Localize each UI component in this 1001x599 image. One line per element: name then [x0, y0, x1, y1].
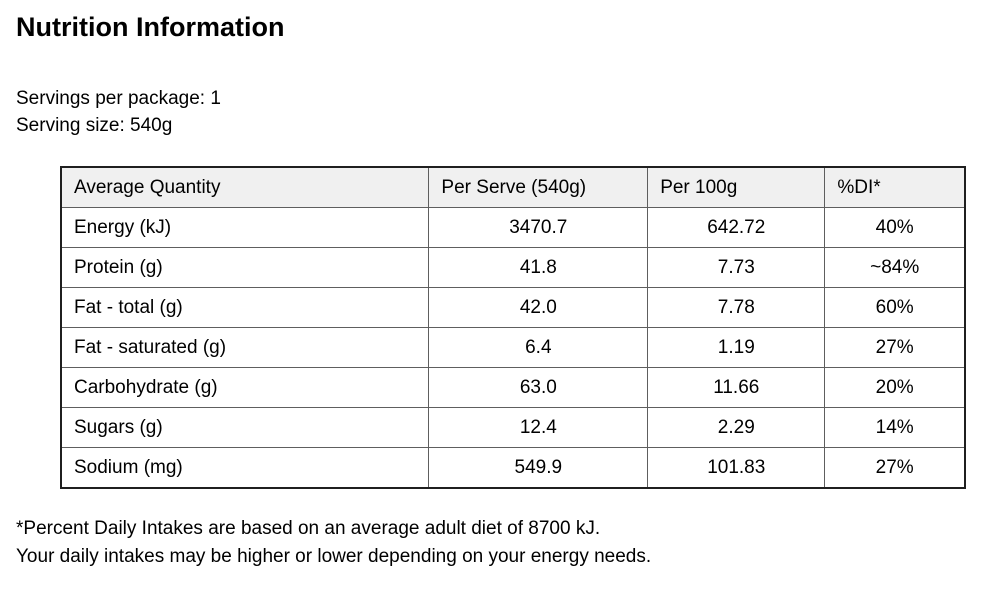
- nutrient-name: Fat - total (g): [60, 287, 430, 329]
- di-value: 20%: [824, 367, 966, 409]
- footnote: *Percent Daily Intakes are based on an a…: [16, 515, 985, 571]
- di-value: ~84%: [824, 247, 966, 289]
- per-serve-value: 63.0: [428, 367, 649, 409]
- per-100g-value: 7.78: [647, 287, 826, 329]
- per-100g-value: 1.19: [647, 327, 826, 369]
- serving-info: Servings per package: 1 Serving size: 54…: [16, 85, 985, 139]
- table-row: Carbohydrate (g) 63.0 11.66 20%: [60, 367, 966, 409]
- col-header-di: %DI*: [824, 166, 966, 209]
- per-100g-value: 2.29: [647, 407, 826, 449]
- per-serve-value: 3470.7: [428, 207, 649, 249]
- col-header-average-quantity: Average Quantity: [60, 166, 430, 209]
- nutrient-name: Fat - saturated (g): [60, 327, 430, 369]
- table-row: Energy (kJ) 3470.7 642.72 40%: [60, 207, 966, 249]
- di-value: 60%: [824, 287, 966, 329]
- di-value: 27%: [824, 447, 966, 489]
- page-title: Nutrition Information: [16, 12, 285, 42]
- di-value: 40%: [824, 207, 966, 249]
- nutrition-table: Average Quantity Per Serve (540g) Per 10…: [60, 166, 966, 490]
- table-row: Fat - saturated (g) 6.4 1.19 27%: [60, 327, 966, 369]
- per-serve-value: 12.4: [428, 407, 649, 449]
- col-header-per-serve: Per Serve (540g): [428, 166, 649, 209]
- table-row: Fat - total (g) 42.0 7.78 60%: [60, 287, 966, 329]
- nutrient-name: Protein (g): [60, 247, 430, 289]
- nutrient-name: Energy (kJ): [60, 207, 430, 249]
- per-100g-value: 101.83: [647, 447, 826, 489]
- table-header-row: Average Quantity Per Serve (540g) Per 10…: [60, 166, 966, 209]
- col-header-per-100g: Per 100g: [647, 166, 826, 209]
- per-100g-value: 642.72: [647, 207, 826, 249]
- serving-size: Serving size: 540g: [16, 115, 173, 137]
- table-row: Sugars (g) 12.4 2.29 14%: [60, 407, 966, 449]
- di-value: 27%: [824, 327, 966, 369]
- footnote-line-1: *Percent Daily Intakes are based on an a…: [16, 518, 601, 540]
- per-serve-value: 6.4: [428, 327, 649, 369]
- per-serve-value: 42.0: [428, 287, 649, 329]
- footnote-line-2: Your daily intakes may be higher or lowe…: [16, 546, 652, 568]
- table-row: Protein (g) 41.8 7.73 ~84%: [60, 247, 966, 289]
- per-serve-value: 41.8: [428, 247, 649, 289]
- per-serve-value: 549.9: [428, 447, 649, 489]
- table-row: Sodium (mg) 549.9 101.83 27%: [60, 447, 966, 489]
- per-100g-value: 11.66: [647, 367, 826, 409]
- di-value: 14%: [824, 407, 966, 449]
- nutrient-name: Carbohydrate (g): [60, 367, 430, 409]
- nutrient-name: Sodium (mg): [60, 447, 430, 489]
- per-100g-value: 7.73: [647, 247, 826, 289]
- nutrient-name: Sugars (g): [60, 407, 430, 449]
- servings-per-package: Servings per package: 1: [16, 88, 221, 110]
